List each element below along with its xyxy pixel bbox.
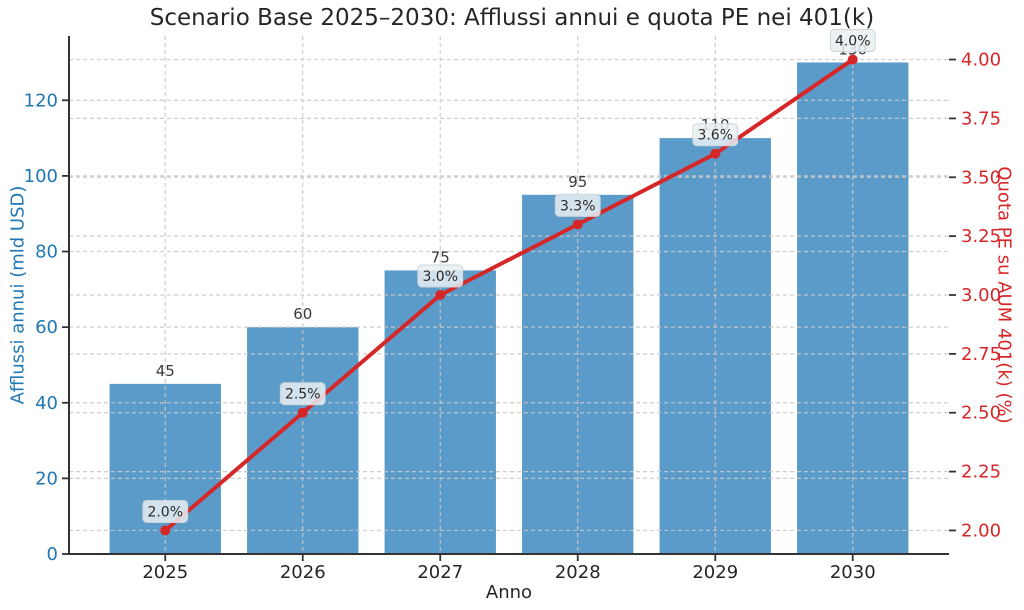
x-axis-label: Anno xyxy=(485,582,533,603)
y-axis-label-right: Quota PE su AUM 401(k) (%) xyxy=(993,166,1015,424)
tick-marks xyxy=(62,58,956,561)
pe-annotation-label: 4.0% xyxy=(835,34,871,50)
pe-annotation-label: 3.6% xyxy=(697,128,733,144)
grid-group xyxy=(69,36,949,554)
x-tick-label: 2030 xyxy=(830,562,876,583)
y-tick-label-right: 3.75 xyxy=(961,108,1001,129)
y-tick-label-right: 3.25 xyxy=(961,226,1001,247)
chart-title: Scenario Base 2025–2030: Afflussi annui … xyxy=(149,5,875,31)
y-tick-label-right: 2.25 xyxy=(961,462,1001,483)
x-tick-label: 2026 xyxy=(280,562,326,583)
bars-group xyxy=(109,62,909,554)
bar-value-label: 45 xyxy=(156,362,175,380)
x-tick-label: 2028 xyxy=(555,562,601,583)
pe-annotation-box xyxy=(142,499,189,523)
tick-labels: 0 20 40 60 80 100 120 2.00 2.25 2.50 2.75 3.00 3.25 3… xyxy=(24,50,1001,583)
y-tick-label-left: 80 xyxy=(35,242,58,263)
pe-annotations: 2.0% 2.5% 3.0% 3.3% 3.6% 4.0% xyxy=(142,29,876,523)
y-tick-label-left: 40 xyxy=(35,393,58,414)
pe-annotation-label: 2.0% xyxy=(147,504,183,520)
y-tick-label-right: 3.00 xyxy=(961,285,1001,306)
pe-annotation-box xyxy=(829,29,876,53)
pe-annotation-box xyxy=(692,123,739,147)
x-tick-label: 2027 xyxy=(417,562,463,583)
y-tick-label-left: 120 xyxy=(24,90,58,111)
y-tick-label-right: 2.00 xyxy=(961,520,1001,541)
pe-annotation-label: 2.5% xyxy=(285,387,321,403)
y-tick-label-right: 3.50 xyxy=(961,167,1001,188)
y-tick-label-right: 2.50 xyxy=(961,403,1001,424)
y-tick-label-left: 20 xyxy=(35,468,58,489)
pe-line xyxy=(163,57,855,533)
pe-annotation-label: 3.3% xyxy=(560,198,596,214)
x-tick-label: 2029 xyxy=(692,562,738,583)
bar-value-label: 60 xyxy=(293,305,312,323)
pe-markers xyxy=(160,54,858,536)
pe-marker xyxy=(435,290,446,300)
y-tick-label-right: 4.00 xyxy=(961,50,1001,71)
bar-value-label: 75 xyxy=(431,248,450,266)
y-axis-label-left: Afflussi annui (mld USD) xyxy=(7,185,29,405)
pe-marker xyxy=(847,54,858,65)
y-tick-label-left: 60 xyxy=(35,317,58,338)
pe-marker xyxy=(572,219,583,230)
pe-annotation-label: 3.0% xyxy=(422,269,458,285)
pe-annotation-box xyxy=(554,193,601,217)
pe-annotation-box xyxy=(279,382,326,406)
bar xyxy=(247,327,359,554)
y-tick-label-right: 2.75 xyxy=(961,344,1001,365)
y-tick-label-left: 0 xyxy=(47,544,58,565)
y-tick-label-left: 100 xyxy=(24,166,58,187)
x-tick-label: 2025 xyxy=(142,562,188,583)
pe-marker xyxy=(710,148,721,159)
pe-marker xyxy=(297,407,308,418)
bar-value-label: 95 xyxy=(568,173,587,191)
pe-marker xyxy=(160,525,171,536)
pe-annotation-box xyxy=(417,264,464,288)
